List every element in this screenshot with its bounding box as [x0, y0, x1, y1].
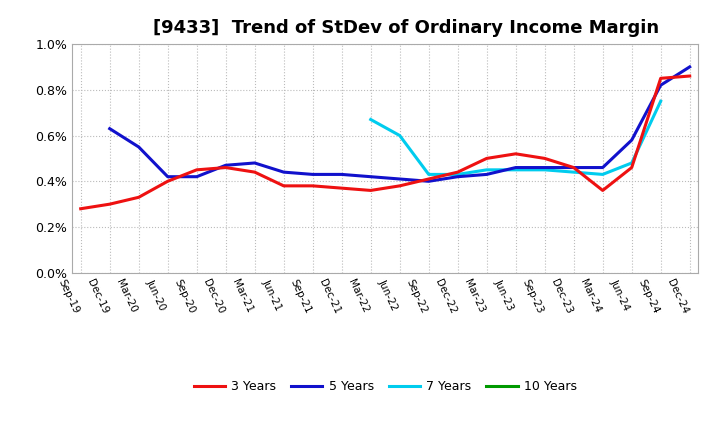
3 Years — [424, 176, 433, 182]
7 Years — [366, 117, 375, 122]
5 Years — [657, 83, 665, 88]
7 Years — [598, 172, 607, 177]
3 Years — [366, 188, 375, 193]
5 Years — [395, 176, 404, 182]
3 Years — [454, 169, 462, 175]
3 Years — [279, 183, 288, 188]
5 Years — [251, 160, 259, 165]
7 Years — [570, 169, 578, 175]
Line: 3 Years: 3 Years — [81, 76, 690, 209]
3 Years — [338, 186, 346, 191]
3 Years — [598, 188, 607, 193]
7 Years — [541, 167, 549, 172]
3 Years — [482, 156, 491, 161]
3 Years — [135, 194, 143, 200]
5 Years — [424, 179, 433, 184]
3 Years — [627, 165, 636, 170]
5 Years — [135, 144, 143, 150]
Line: 7 Years: 7 Years — [371, 101, 661, 174]
3 Years — [221, 165, 230, 170]
3 Years — [541, 156, 549, 161]
5 Years — [454, 174, 462, 180]
3 Years — [251, 169, 259, 175]
7 Years — [424, 172, 433, 177]
5 Years — [338, 172, 346, 177]
5 Years — [105, 126, 114, 131]
3 Years — [76, 206, 85, 211]
7 Years — [482, 167, 491, 172]
5 Years — [366, 174, 375, 180]
5 Years — [221, 163, 230, 168]
3 Years — [192, 167, 201, 172]
3 Years — [163, 179, 172, 184]
5 Years — [570, 165, 578, 170]
3 Years — [395, 183, 404, 188]
5 Years — [279, 169, 288, 175]
5 Years — [541, 165, 549, 170]
7 Years — [511, 167, 520, 172]
5 Years — [163, 174, 172, 180]
7 Years — [627, 160, 636, 165]
5 Years — [627, 137, 636, 143]
5 Years — [511, 165, 520, 170]
5 Years — [482, 172, 491, 177]
7 Years — [657, 99, 665, 104]
3 Years — [657, 76, 665, 81]
3 Years — [105, 202, 114, 207]
3 Years — [511, 151, 520, 157]
3 Years — [308, 183, 317, 188]
Line: 5 Years: 5 Years — [109, 67, 690, 181]
5 Years — [192, 174, 201, 180]
Legend: 3 Years, 5 Years, 7 Years, 10 Years: 3 Years, 5 Years, 7 Years, 10 Years — [189, 375, 582, 398]
7 Years — [395, 133, 404, 138]
7 Years — [454, 172, 462, 177]
5 Years — [308, 172, 317, 177]
3 Years — [570, 165, 578, 170]
5 Years — [685, 64, 694, 70]
Text: [9433]  Trend of StDev of Ordinary Income Margin: [9433] Trend of StDev of Ordinary Income… — [153, 19, 660, 37]
5 Years — [598, 165, 607, 170]
3 Years — [685, 73, 694, 79]
